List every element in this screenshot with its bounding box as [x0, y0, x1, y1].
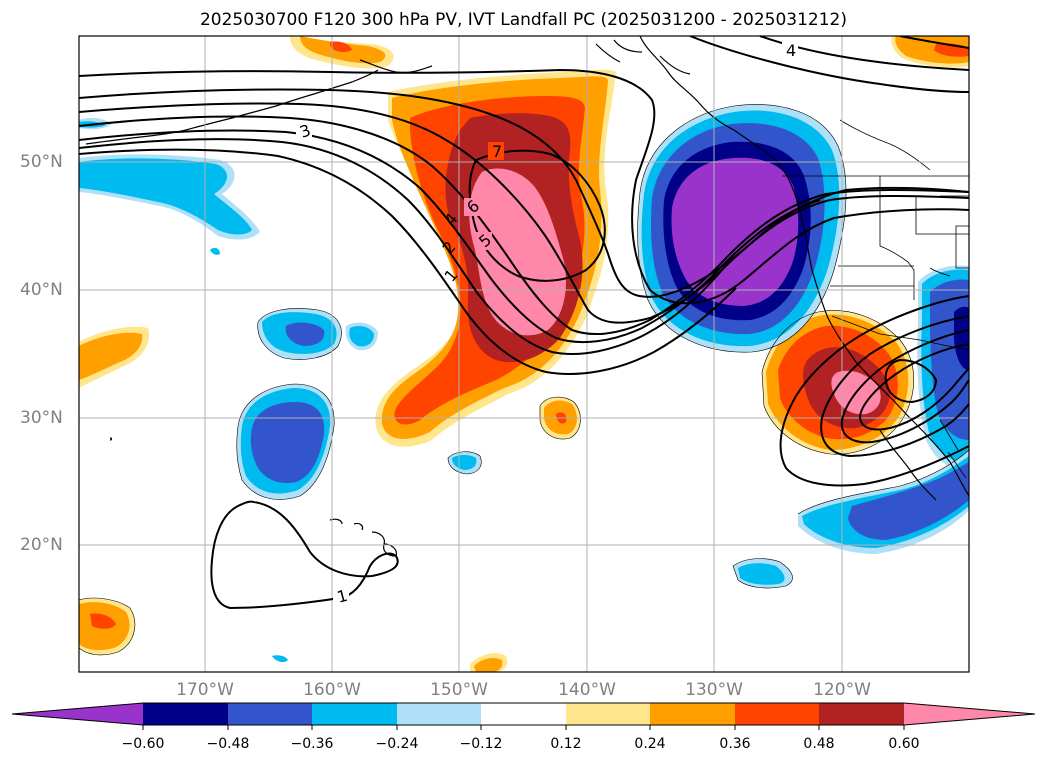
colorbar-tick-label: 0.48 [803, 736, 835, 752]
ivt-contours [79, 36, 969, 610]
colorbar-segment [143, 703, 228, 725]
colorbar-segment [566, 703, 650, 725]
lat-label: 40°N [20, 280, 63, 300]
pv-positive-small-features [79, 36, 969, 672]
colorbar-tick-label: 0.36 [719, 736, 751, 752]
colorbar-segment [819, 703, 904, 725]
colorbar-tick-label: −0.12 [459, 736, 503, 752]
lon-label: 140°W [558, 680, 616, 700]
coastlines [85, 36, 969, 557]
figure-title: 2025030700 F120 300 hPa PV, IVT Landfall… [199, 10, 847, 30]
pv-negative-anomaly-central-pacific [210, 247, 482, 663]
map-frame [78, 35, 970, 673]
colorbar-tick-label: −0.36 [290, 736, 334, 752]
lon-label: 130°W [685, 680, 743, 700]
colorbar-segment [312, 703, 397, 725]
colorbar-tick-label: −0.60 [121, 736, 165, 752]
contour-label: 1 [335, 586, 350, 607]
map-panel: 7 6 5 4 3 2 1 4 1 [79, 36, 969, 672]
pv-negative-anomaly-subtropics [733, 450, 969, 588]
colorbar-tick-label: −0.48 [206, 736, 250, 752]
colorbar-extend-high [904, 703, 1035, 725]
colorbar-tick-label: 0.60 [888, 736, 920, 752]
colorbar-extend-low [12, 703, 143, 725]
lon-label: 170°W [176, 680, 234, 700]
colorbar-segment [650, 703, 735, 725]
colorbar-tick-label: 0.24 [634, 736, 666, 752]
colorbar-tick-label: 0.12 [550, 736, 582, 752]
colorbar-segment [228, 703, 312, 725]
colorbar-segment [397, 703, 481, 725]
colorbar-segment [481, 703, 566, 725]
lat-label: 30°N [20, 408, 63, 428]
contour-label: 7 [492, 142, 502, 161]
lat-label: 20°N [20, 535, 63, 555]
colorbar-tick-label: −0.24 [375, 736, 419, 752]
lon-label: 120°W [813, 680, 871, 700]
lon-label: 150°W [430, 680, 488, 700]
colorbar-segment [735, 703, 819, 725]
lon-label: 160°W [303, 680, 361, 700]
contour-label: 4 [786, 41, 796, 60]
shading-outlines [79, 104, 969, 656]
colorbar [11, 702, 1036, 730]
lat-label: 50°N [20, 152, 63, 172]
